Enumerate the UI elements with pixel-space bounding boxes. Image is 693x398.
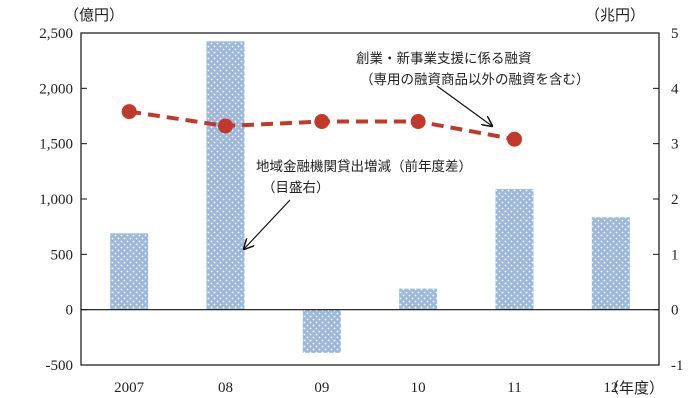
line-point-09 — [314, 114, 330, 130]
left-tick-label: -500 — [46, 358, 74, 374]
left-tick-label: 0 — [66, 303, 74, 319]
x-axis-unit: （年度） — [604, 379, 664, 397]
bar-series-label-line1: 地域金融機関貸出増減（前年度差） — [256, 158, 472, 175]
line-series-label-line2: （専用の融資商品以外の融資を含む） — [360, 72, 590, 88]
right-tick-label: 1 — [671, 247, 679, 263]
bar-series-label-line2: （目盛右） — [262, 180, 330, 196]
ticks-layer: 2,5002,0001,5001,0005000-500543210-12007… — [39, 26, 683, 396]
x-tick-label: 10 — [411, 380, 426, 396]
right-tick-label: -1 — [671, 358, 684, 374]
bar-09 — [302, 309, 341, 353]
left-tick-label: 2,000 — [39, 81, 73, 97]
left-tick-label: 1,000 — [39, 192, 73, 208]
line-series-label-line1: 創業・新事業支援に係る融資 — [356, 51, 532, 67]
x-tick-label: 11 — [507, 380, 521, 396]
right-tick-label: 4 — [671, 81, 679, 97]
bars-layer — [110, 41, 630, 353]
line-point-08 — [218, 118, 233, 134]
bar-10 — [399, 288, 438, 310]
bar-12 — [591, 217, 630, 310]
left-axis-unit: （億円） — [64, 6, 124, 24]
right-tick-label: 2 — [671, 192, 679, 208]
line-point-11 — [507, 131, 522, 147]
right-tick-label: 0 — [671, 303, 679, 319]
bar-08 — [206, 41, 245, 310]
bar-series-pointer-arrow — [244, 199, 291, 249]
right-tick-label: 5 — [671, 26, 679, 42]
bar-11 — [495, 189, 534, 310]
left-tick-label: 1,500 — [39, 137, 73, 153]
bar-2007 — [110, 233, 149, 310]
x-tick-label: 12 — [603, 380, 618, 396]
x-tick-label: 2007 — [114, 380, 145, 396]
left-tick-label: 500 — [51, 247, 74, 263]
line-series-pointer-arrow — [436, 85, 492, 126]
x-tick-label: 09 — [314, 380, 329, 396]
left-tick-label: 2,500 — [39, 26, 73, 42]
right-axis-unit: （兆円） — [585, 6, 645, 24]
right-tick-label: 3 — [671, 137, 679, 153]
line-point-2007 — [121, 104, 137, 120]
line-point-10 — [410, 114, 426, 130]
x-tick-label: 08 — [218, 380, 233, 396]
line-layer — [121, 104, 522, 147]
